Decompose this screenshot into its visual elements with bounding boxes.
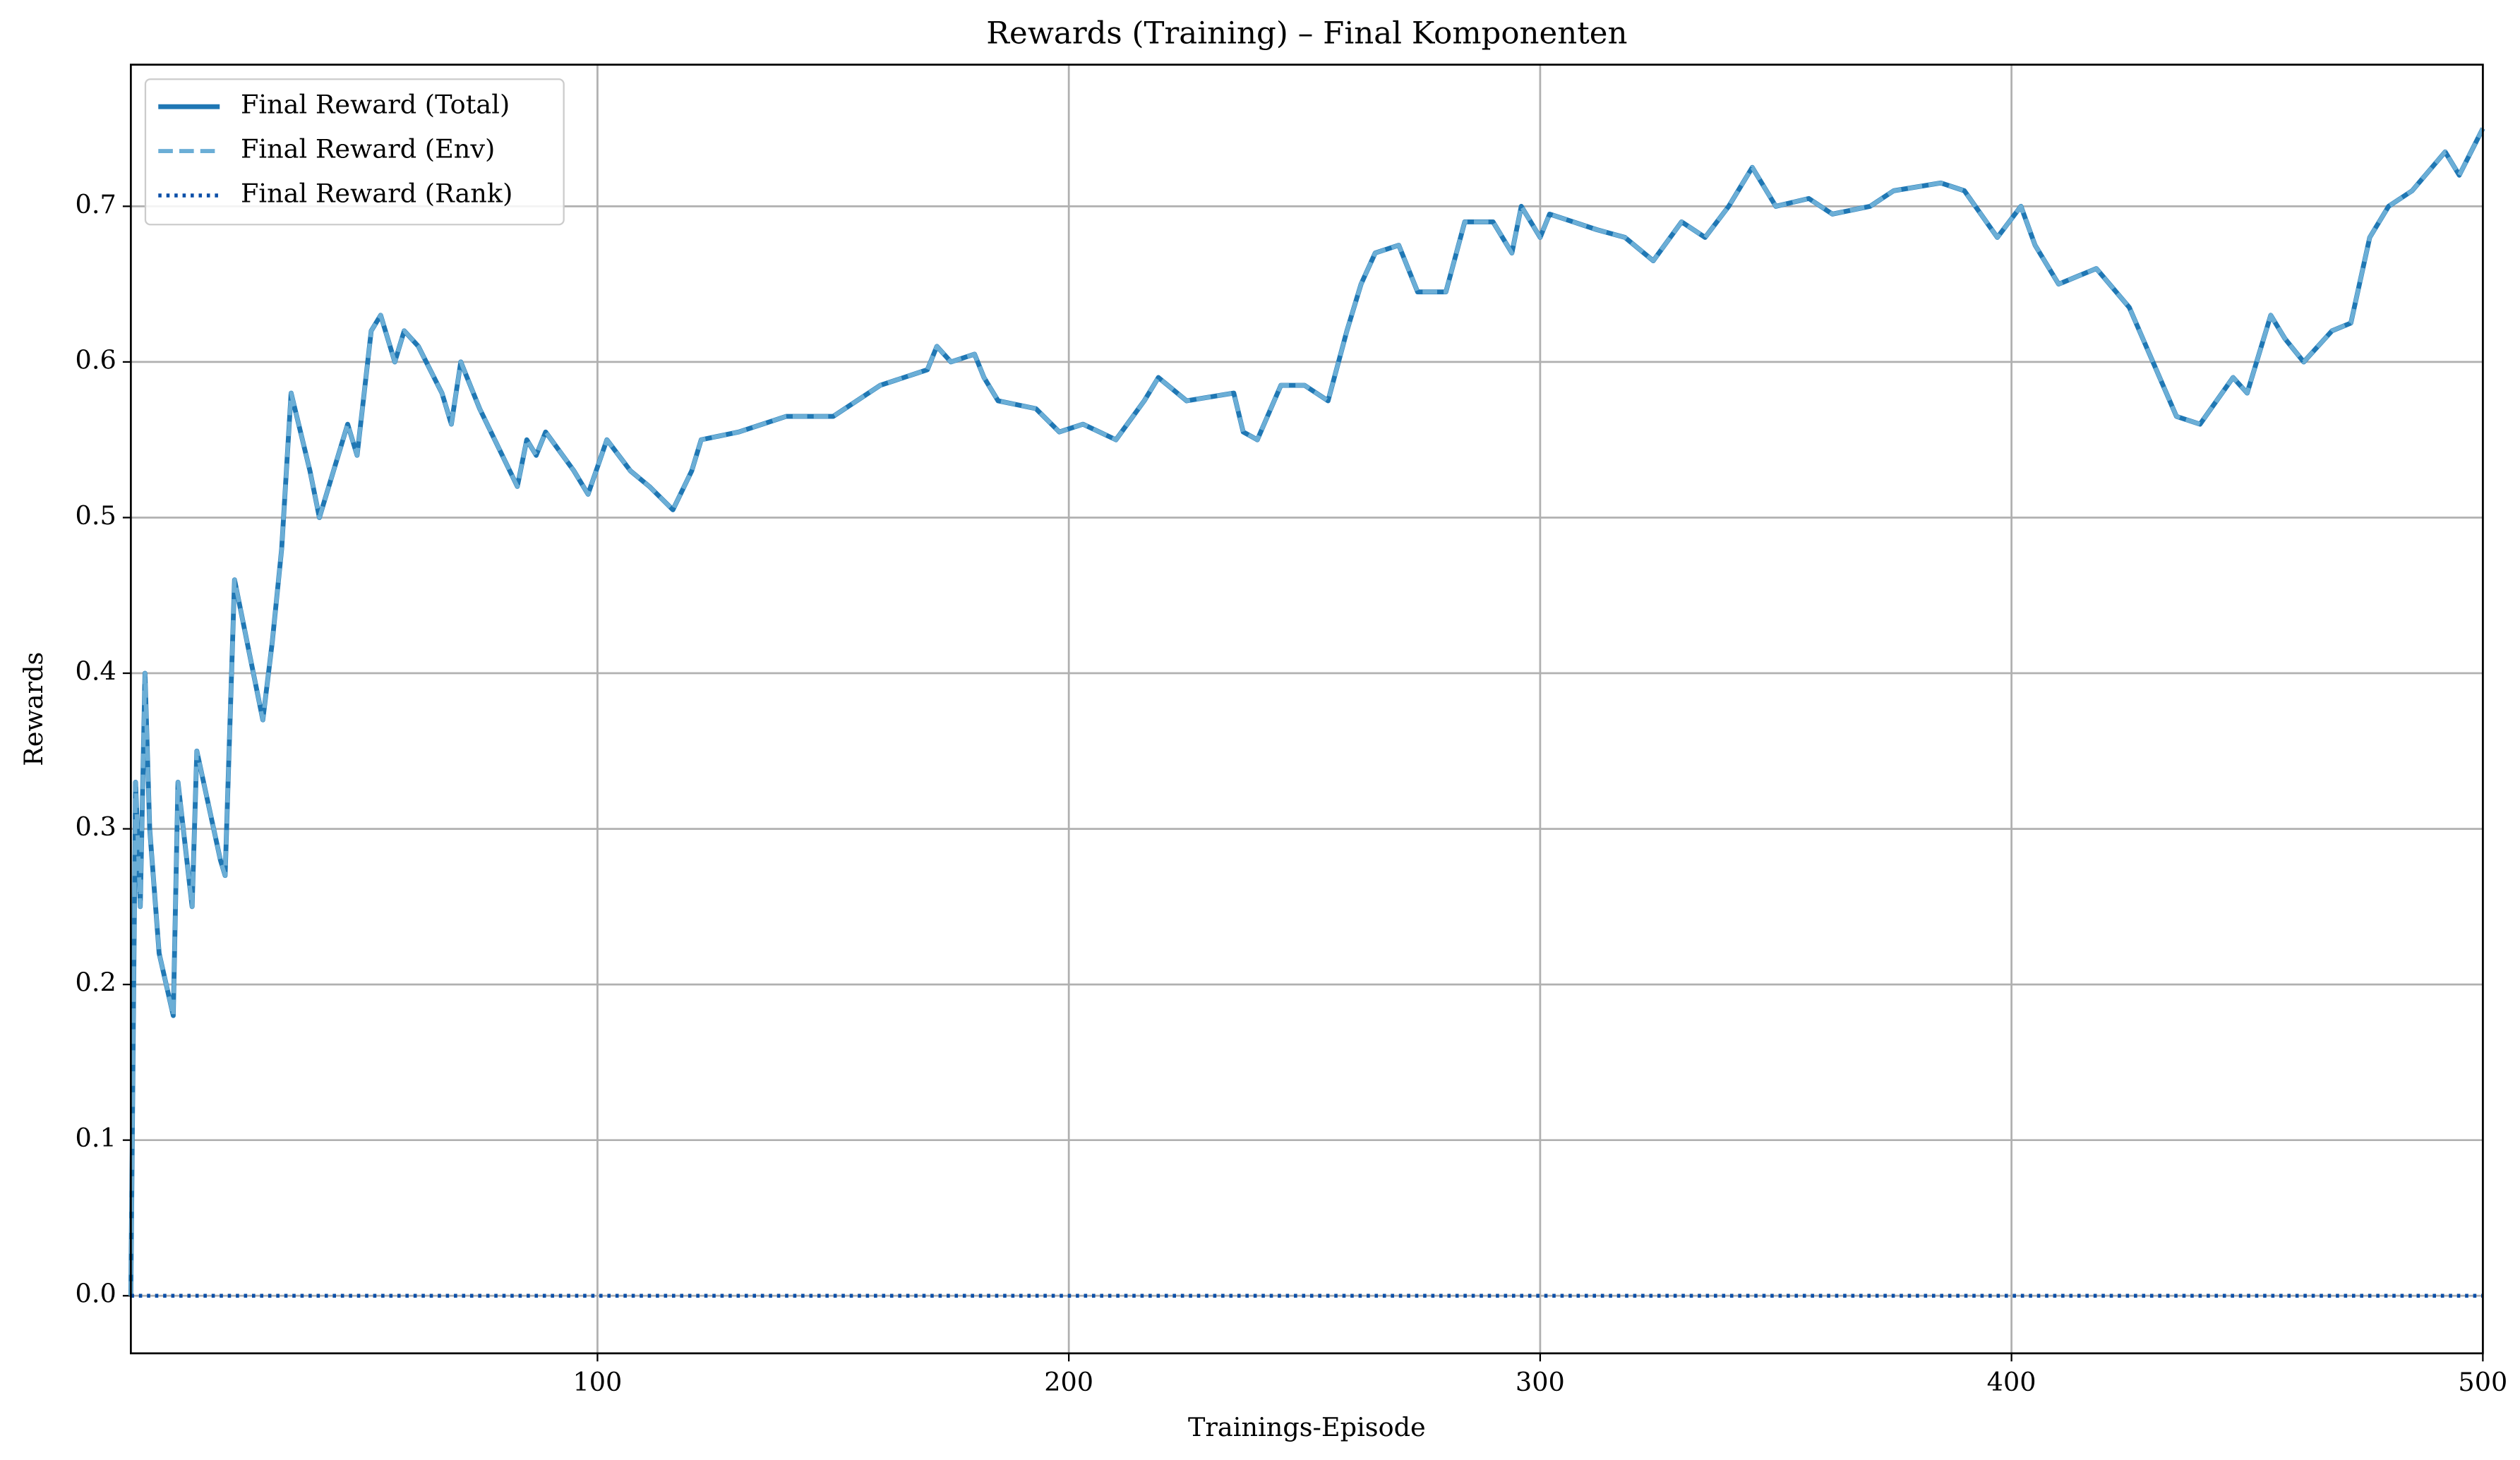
y-tick-label: 0.4 xyxy=(76,656,116,687)
series-line xyxy=(128,127,2485,1296)
x-tick-label: 100 xyxy=(572,1367,622,1397)
y-tick-label: 0.5 xyxy=(76,500,116,531)
series-line xyxy=(128,127,2485,1296)
legend-label: Final Reward (Env) xyxy=(241,134,495,164)
plot-frame xyxy=(129,64,2484,1355)
y-tick-label: 0.7 xyxy=(76,189,116,219)
chart-title: Rewards (Training) – Final Komponenten xyxy=(986,16,1627,51)
x-tick-label: 500 xyxy=(2458,1367,2507,1397)
legend-label: Final Reward (Rank) xyxy=(241,179,512,209)
y-tick-label: 0.1 xyxy=(76,1123,116,1153)
y-tick-label: 0.6 xyxy=(76,344,116,375)
x-tick-label: 300 xyxy=(1516,1367,1565,1397)
x-axis-label: Trainings-Episode xyxy=(1188,1412,1426,1442)
legend-box xyxy=(144,78,565,226)
y-axis-label: Rewards xyxy=(18,652,49,766)
x-tick-label: 400 xyxy=(1987,1367,2036,1397)
legend-label: Final Reward (Total) xyxy=(241,90,510,120)
y-tick-label: 0.2 xyxy=(76,967,116,998)
x-tick-label: 200 xyxy=(1044,1367,1093,1397)
y-tick-label: 0.3 xyxy=(76,812,116,842)
y-tick-label: 0.0 xyxy=(76,1279,116,1309)
